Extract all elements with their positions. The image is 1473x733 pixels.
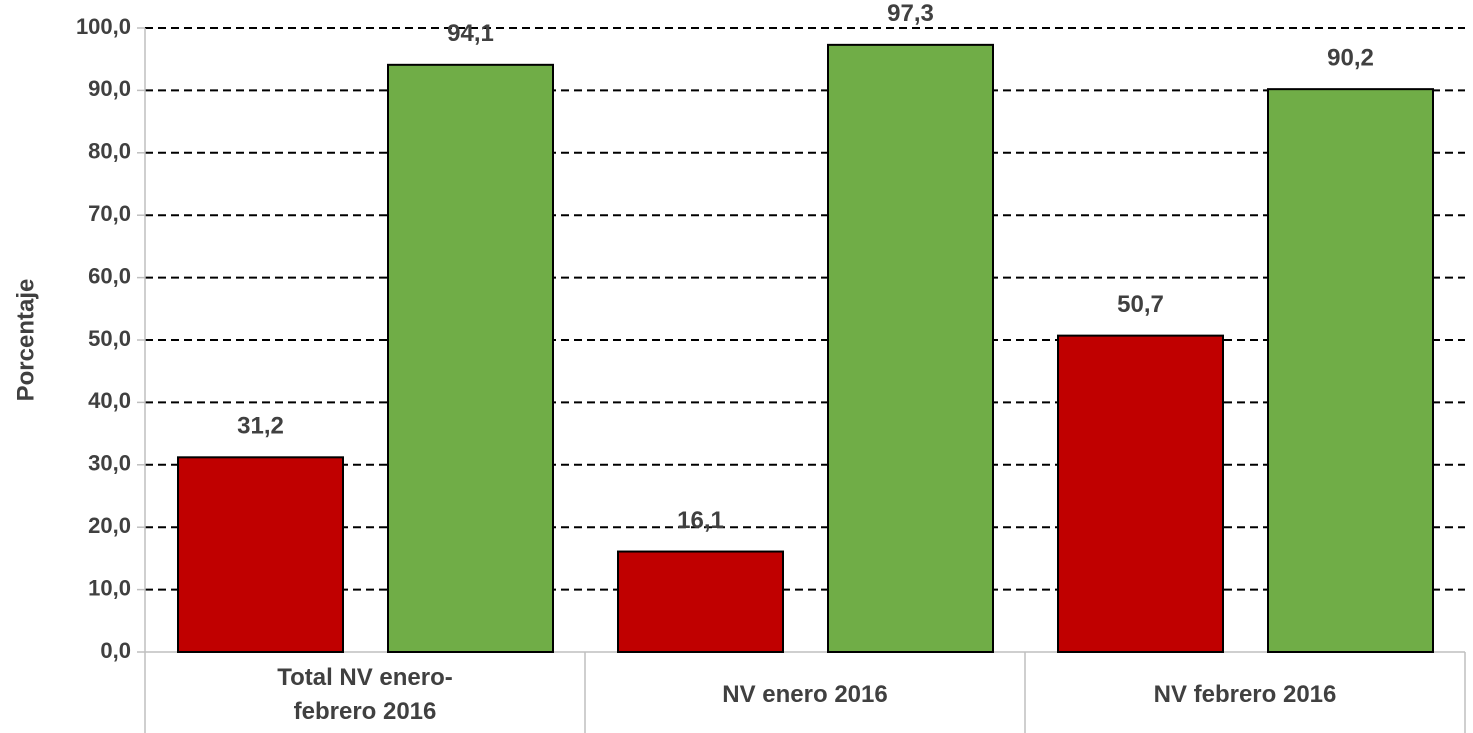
- y-tick-label: 100,0: [76, 14, 131, 39]
- y-tick-label: 50,0: [88, 326, 131, 351]
- data-label: 90,2: [1327, 44, 1374, 71]
- bar: [1057, 334, 1224, 653]
- bar: [387, 63, 554, 654]
- data-label: 31,2: [237, 413, 284, 440]
- x-tick-label: NV enero 2016: [722, 680, 888, 708]
- y-tick-label: 0,0: [100, 638, 131, 663]
- data-label: 97,3: [887, 0, 934, 27]
- y-tick-label: 40,0: [88, 388, 131, 413]
- x-tick-label: NV febrero 2016: [1153, 680, 1337, 708]
- x-tick-label: Total NV enero-febrero 2016: [277, 663, 453, 725]
- y-tick-label: 30,0: [88, 451, 131, 476]
- data-label: 94,1: [447, 20, 494, 47]
- y-axis-label: Porcentaje: [12, 279, 39, 402]
- y-tick-label: 60,0: [88, 263, 131, 288]
- bar: [827, 43, 994, 653]
- y-tick-label: 10,0: [88, 575, 131, 600]
- y-tick-label: 90,0: [88, 76, 131, 101]
- y-tick-label: 80,0: [88, 139, 131, 164]
- bar: [177, 456, 344, 654]
- data-label: 50,7: [1117, 291, 1164, 318]
- bar: [617, 550, 784, 654]
- y-tick-label: 70,0: [88, 201, 131, 226]
- bar: [1267, 88, 1434, 654]
- y-tick-label: 20,0: [88, 513, 131, 538]
- data-label: 16,1: [677, 507, 724, 534]
